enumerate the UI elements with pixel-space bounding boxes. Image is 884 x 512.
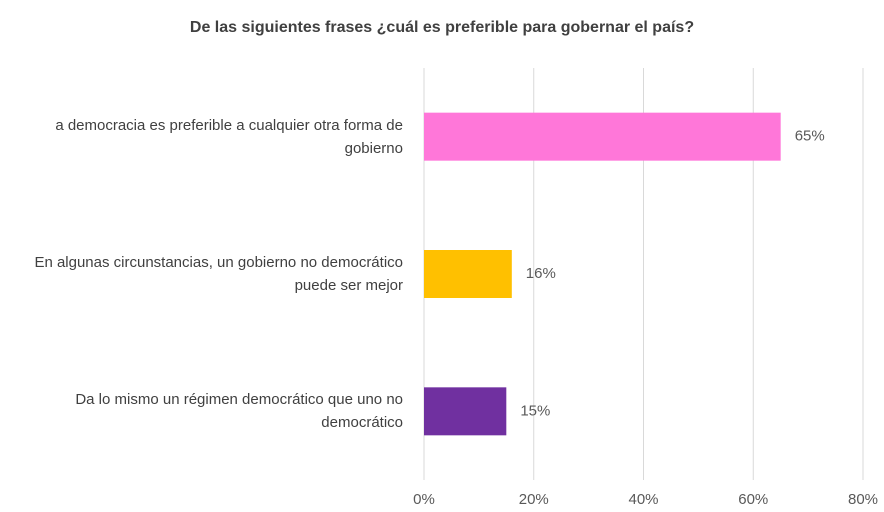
- chart-title: De las siguientes frases ¿cuál es prefer…: [190, 19, 694, 36]
- y-tick-label: En algunas circunstancias, un gobierno n…: [34, 254, 403, 294]
- data-label: 15%: [520, 402, 550, 419]
- x-tick-label: 20%: [519, 491, 549, 508]
- data-label: 16%: [526, 265, 556, 282]
- x-tick-label: 40%: [628, 491, 658, 508]
- y-tick-label: a democracia es preferible a cualquier o…: [55, 116, 403, 157]
- data-label: 65%: [795, 128, 825, 145]
- bar: [424, 387, 507, 436]
- x-tick-label: 0%: [413, 491, 435, 508]
- x-tick-label: 80%: [848, 491, 878, 508]
- x-tick-label: 60%: [738, 491, 768, 508]
- bar: [424, 112, 781, 161]
- bar: [424, 250, 512, 298]
- y-tick-label: Da lo mismo un régimen democrático que u…: [75, 391, 403, 432]
